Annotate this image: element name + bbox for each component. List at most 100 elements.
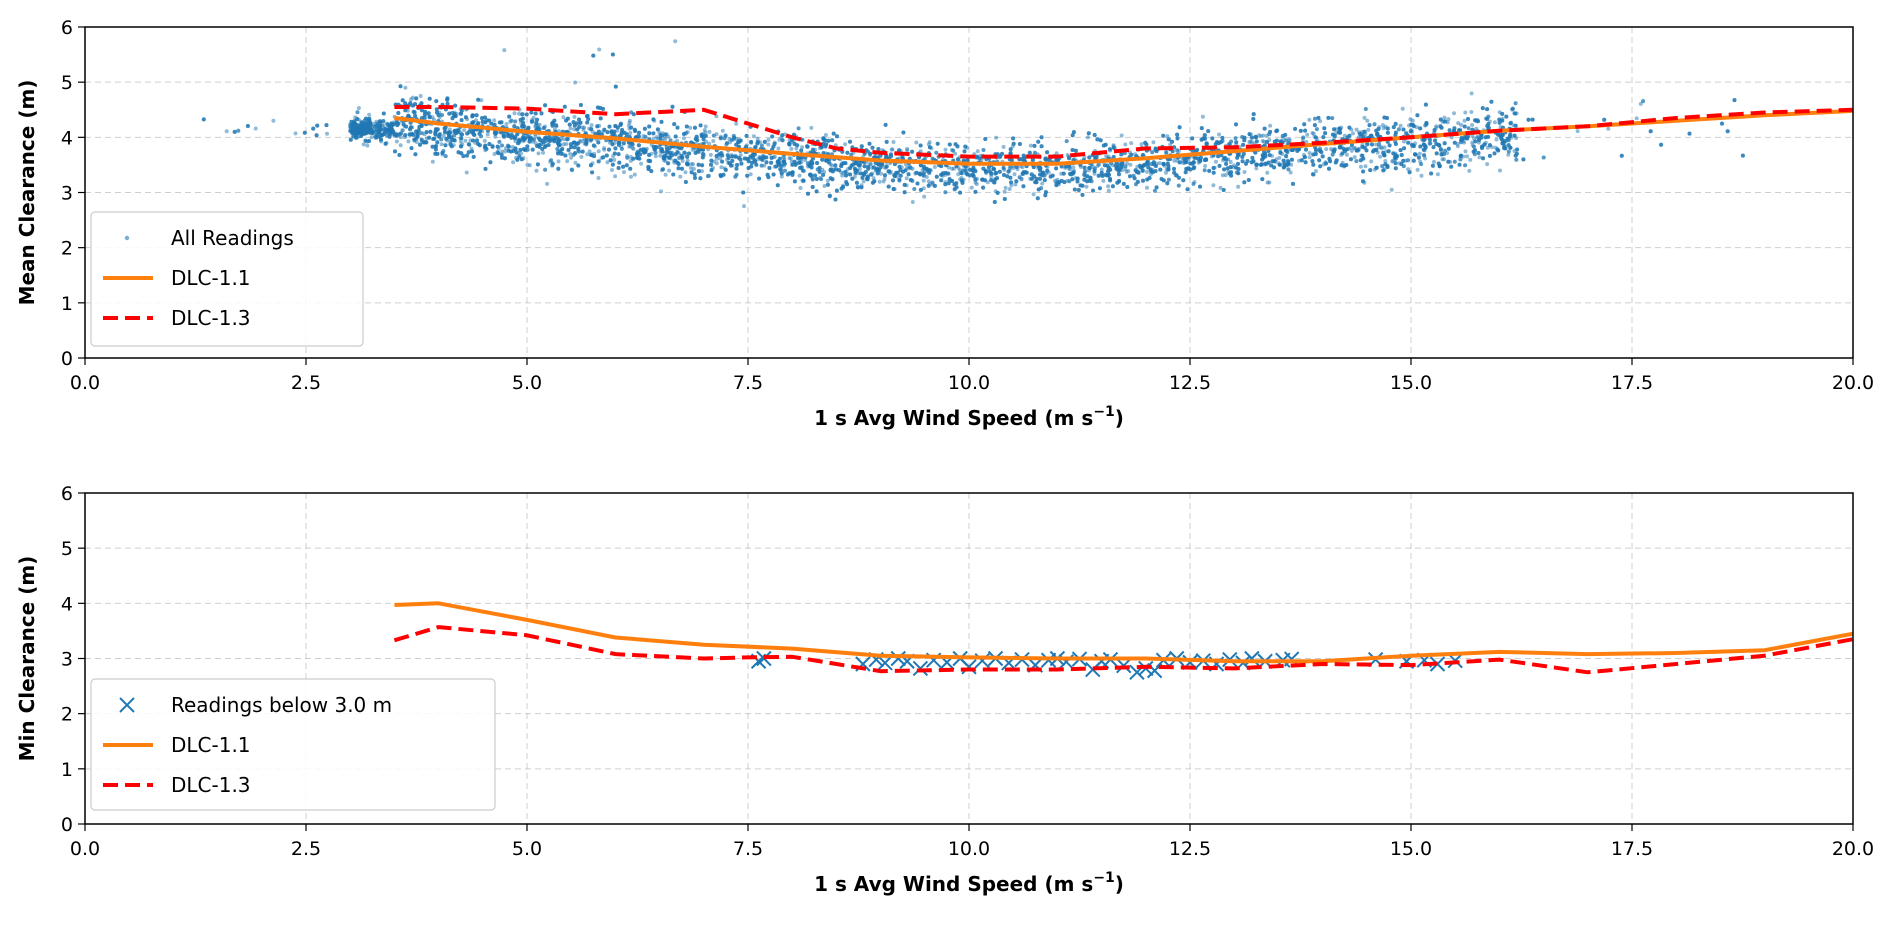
scatter-point bbox=[513, 120, 517, 124]
scatter-point bbox=[568, 152, 572, 156]
scatter-point bbox=[663, 22, 667, 26]
scatter-point bbox=[505, 122, 509, 126]
scatter-point bbox=[1418, 152, 1422, 156]
scatter-point bbox=[1011, 166, 1015, 170]
scatter-point bbox=[688, 126, 692, 130]
scatter-point bbox=[1107, 189, 1111, 193]
scatter-point bbox=[1465, 154, 1469, 158]
scatter-point bbox=[1447, 117, 1451, 121]
scatter-point bbox=[1249, 140, 1253, 144]
scatter-point bbox=[597, 176, 601, 180]
scatter-point bbox=[1120, 134, 1124, 138]
scatter-point bbox=[1345, 153, 1349, 157]
scatter-point bbox=[1366, 128, 1370, 132]
scatter-point bbox=[639, 162, 643, 166]
scatter-point bbox=[362, 142, 366, 146]
scatter-point bbox=[691, 162, 695, 166]
scatter-point bbox=[994, 136, 998, 140]
scatter-point bbox=[1243, 170, 1247, 174]
scatter-point bbox=[510, 119, 514, 123]
scatter-point bbox=[682, 136, 686, 140]
scatter-point bbox=[1004, 186, 1008, 190]
scatter-point bbox=[862, 179, 866, 183]
scatter-point bbox=[809, 126, 813, 130]
scatter-point bbox=[678, 175, 682, 179]
scatter-point bbox=[704, 125, 708, 129]
scatter-point bbox=[271, 119, 275, 123]
scatter-point bbox=[1443, 116, 1447, 120]
x-tick-label: 5.0 bbox=[512, 372, 542, 394]
scatter-point bbox=[590, 123, 594, 127]
scatter-point bbox=[628, 131, 632, 135]
scatter-point bbox=[843, 142, 847, 146]
scatter-point bbox=[569, 126, 573, 130]
y-tick-label: 2 bbox=[61, 238, 73, 260]
scatter-point bbox=[1470, 123, 1474, 127]
scatter-point bbox=[824, 133, 828, 137]
scatter-point bbox=[1477, 155, 1481, 159]
scatter-point bbox=[365, 144, 369, 148]
scatter-point bbox=[627, 145, 631, 149]
scatter-point bbox=[465, 171, 469, 175]
scatter-point bbox=[1221, 173, 1225, 177]
scatter-point bbox=[752, 134, 756, 138]
scatter-point bbox=[1140, 142, 1144, 146]
y-tick-label: 6 bbox=[61, 17, 73, 39]
scatter-point bbox=[419, 94, 423, 98]
scatter-point bbox=[440, 142, 444, 146]
scatter-point bbox=[905, 176, 909, 180]
scatter-point bbox=[1268, 124, 1272, 128]
scatter-point bbox=[1485, 162, 1489, 166]
y-tick-label: 4 bbox=[61, 127, 73, 149]
scatter-point bbox=[406, 139, 410, 143]
scatter-point bbox=[1635, 116, 1639, 120]
scatter-point bbox=[622, 170, 626, 174]
scatter-point bbox=[1369, 159, 1373, 163]
scatter-point bbox=[541, 151, 545, 155]
scatter-point bbox=[1463, 111, 1467, 115]
x-tick-label: 10.0 bbox=[948, 372, 990, 394]
scatter-point bbox=[1305, 133, 1309, 137]
scatter-point bbox=[789, 157, 793, 161]
scatter-point bbox=[325, 132, 329, 136]
scatter-point bbox=[532, 116, 536, 120]
scatter-point bbox=[395, 140, 399, 144]
scatter-point bbox=[459, 140, 463, 144]
scatter-point bbox=[1399, 124, 1403, 128]
scatter-point bbox=[631, 147, 635, 151]
scatter-point bbox=[799, 186, 803, 190]
scatter-point bbox=[928, 140, 932, 144]
scatter-point bbox=[399, 143, 403, 147]
scatter-point bbox=[667, 169, 671, 173]
scatter-point bbox=[789, 147, 793, 151]
scatter-point bbox=[597, 48, 601, 52]
scatter-point bbox=[1459, 123, 1463, 127]
scatter-point bbox=[1390, 188, 1394, 192]
scatter-point bbox=[1311, 131, 1315, 135]
scatter-point bbox=[367, 113, 371, 117]
scatter-point bbox=[1203, 164, 1207, 168]
scatter-point bbox=[1002, 145, 1006, 149]
scatter-point bbox=[582, 126, 586, 130]
scatter-point bbox=[1214, 160, 1218, 164]
scatter-point bbox=[1201, 115, 1205, 119]
scatter-point bbox=[1071, 165, 1075, 169]
scatter-point bbox=[517, 112, 521, 116]
scatter-point bbox=[525, 163, 529, 167]
scatter-point bbox=[585, 152, 589, 156]
scatter-point bbox=[1452, 111, 1456, 115]
scatter-point bbox=[1307, 118, 1311, 122]
scatter-point bbox=[798, 174, 802, 178]
scatter-point bbox=[1363, 116, 1367, 120]
scatter-point bbox=[612, 158, 616, 162]
scatter-point bbox=[691, 148, 695, 152]
scatter-point bbox=[944, 148, 948, 152]
scatter-point bbox=[573, 81, 577, 85]
scatter-point bbox=[1277, 156, 1281, 160]
scatter-point bbox=[357, 106, 361, 110]
scatter-point bbox=[1498, 169, 1502, 173]
y-tick-label: 3 bbox=[61, 183, 73, 205]
scatter-point bbox=[1463, 119, 1467, 123]
scatter-point bbox=[719, 165, 723, 169]
scatter-point bbox=[1469, 110, 1473, 114]
